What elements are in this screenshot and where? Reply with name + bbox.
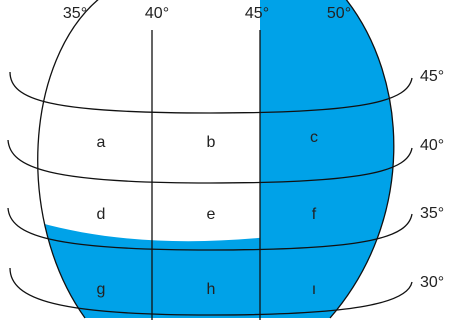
cell-label-d: d <box>97 206 106 223</box>
cell-label-c: c <box>310 129 318 146</box>
latitude-label-40: 40° <box>420 137 444 154</box>
globe-outline-right <box>329 0 395 319</box>
latitude-label-30: 30° <box>420 274 444 291</box>
globe-outline <box>37 0 99 319</box>
longitude-label-40: 40° <box>145 5 169 22</box>
cell-label-a: a <box>97 134 106 151</box>
cell-label-h: h <box>207 281 216 298</box>
latitude-label-45: 45° <box>420 68 444 85</box>
highlight-row-g-h-i <box>37 200 394 318</box>
cell-label-b: b <box>207 134 216 151</box>
parallel-35 <box>7 207 413 251</box>
parallel-40 <box>7 139 413 184</box>
cell-label-e: e <box>207 206 216 223</box>
parallel-45 <box>9 71 413 114</box>
cell-label-f: f <box>312 206 317 223</box>
longitude-label-50: 50° <box>327 5 351 22</box>
cell-label-g: g <box>97 281 106 298</box>
cell-label-i: ı <box>312 281 316 298</box>
longitude-label-35: 35° <box>63 5 87 22</box>
latitude-label-35: 35° <box>420 205 444 222</box>
longitude-label-45: 45° <box>245 5 269 22</box>
parallel-30 <box>9 267 413 316</box>
